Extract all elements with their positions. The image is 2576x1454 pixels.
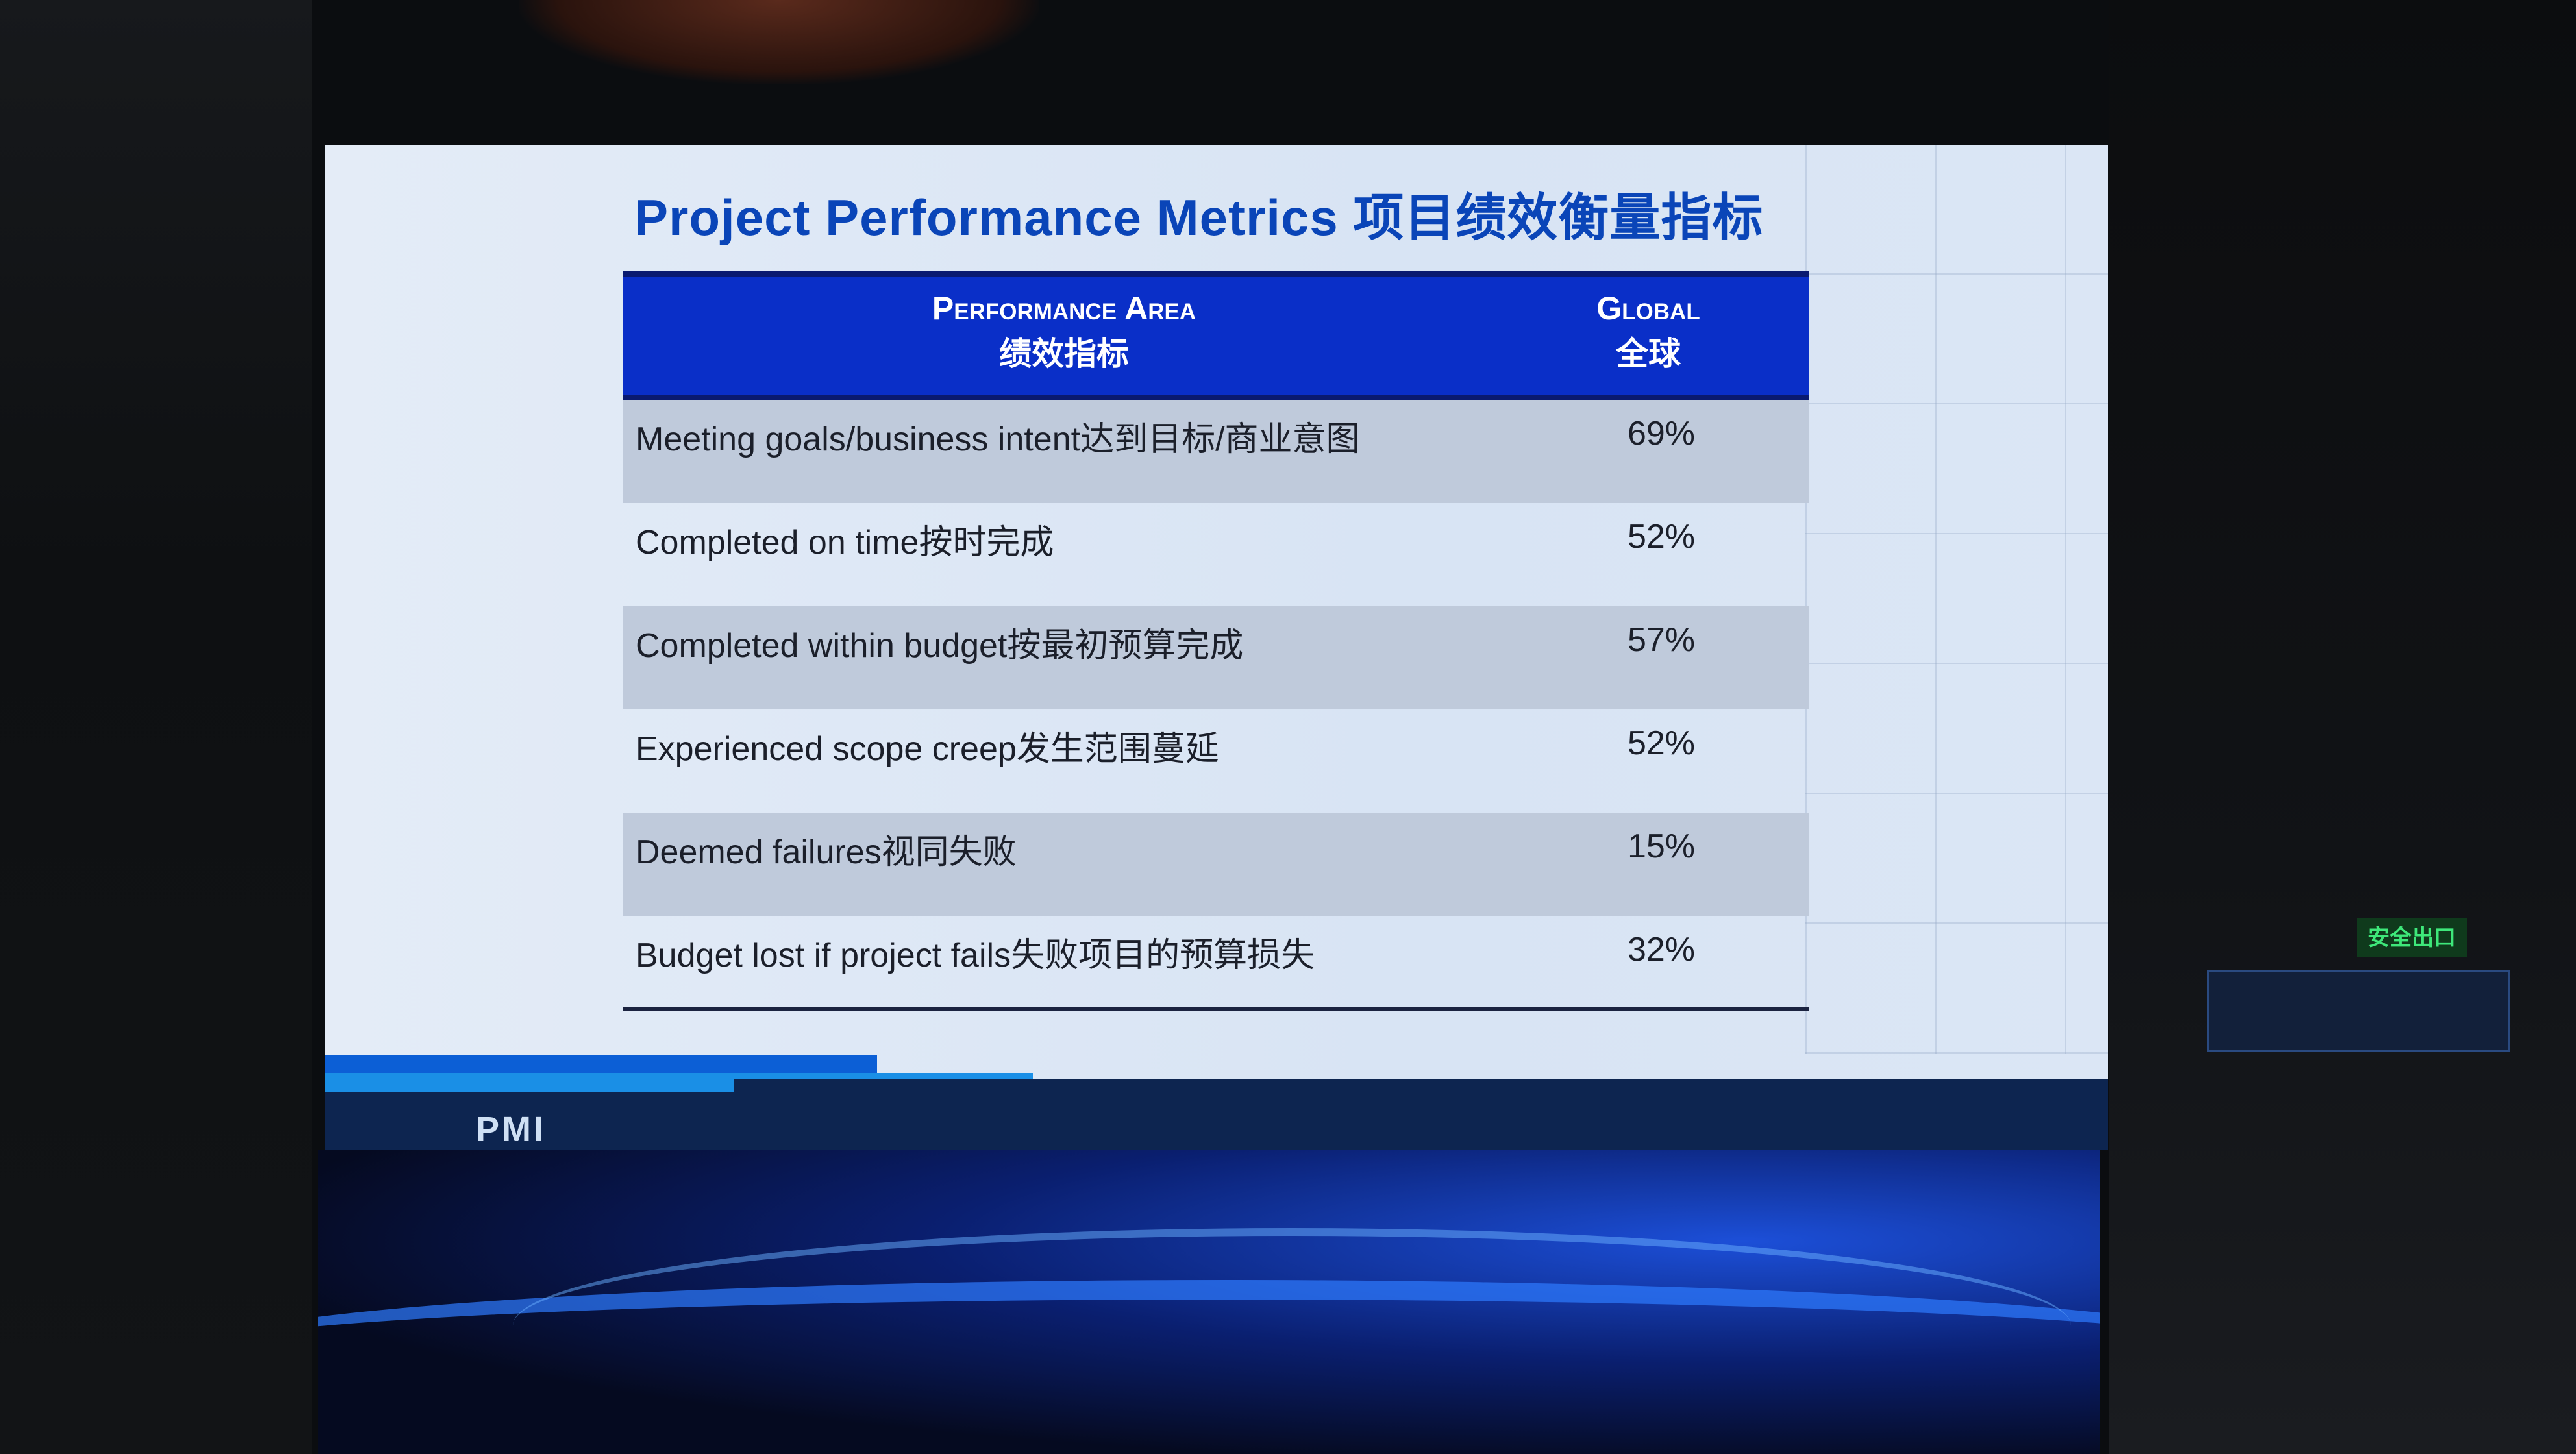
pmi-logo: PMI bbox=[476, 1110, 547, 1149]
row-value: 57% bbox=[1627, 621, 1696, 659]
table-row: Experienced scope creep发生范围蔓延 52% bbox=[623, 709, 1809, 813]
table-row: Completed within budget按最初预算完成 57% bbox=[623, 606, 1809, 709]
room-background-left bbox=[0, 0, 312, 1454]
row-value: 52% bbox=[1627, 724, 1696, 762]
row-label: Experienced scope creep发生范围蔓延 bbox=[636, 730, 1219, 768]
backdrop-swirl bbox=[513, 1228, 2071, 1423]
header-global: Global 全球 bbox=[1518, 286, 1778, 376]
metrics-table: Performance Area 绩效指标 Global 全球 Meeting … bbox=[623, 271, 1809, 1011]
row-label: Budget lost if project fails失败项目的预算损失 bbox=[636, 937, 1315, 974]
wall-sign bbox=[2207, 970, 2510, 1052]
table-header: Performance Area 绩效指标 Global 全球 bbox=[623, 271, 1809, 400]
table-row: Budget lost if project fails失败项目的预算损失 32% bbox=[623, 916, 1809, 1007]
projected-slide: Project Performance Metrics 项目绩效衡量指标 Per… bbox=[325, 145, 2108, 1150]
row-value: 52% bbox=[1627, 518, 1696, 556]
header-zh: 绩效指标 bbox=[999, 336, 1129, 372]
room-background-right bbox=[2109, 0, 2576, 1454]
slide-title: Project Performance Metrics 项目绩效衡量指标 bbox=[634, 189, 1764, 246]
background-grid bbox=[1805, 145, 2108, 1054]
row-value: 32% bbox=[1627, 931, 1696, 968]
header-performance-area: Performance Area 绩效指标 bbox=[623, 286, 1505, 376]
row-value: 15% bbox=[1627, 828, 1696, 865]
footer-bar bbox=[325, 1092, 2108, 1150]
row-label: Completed within budget按最初预算完成 bbox=[636, 627, 1244, 665]
table-row: Completed on time按时完成 52% bbox=[623, 503, 1809, 606]
row-label: Meeting goals/business intent达到目标/商业意图 bbox=[636, 421, 1360, 458]
header-zh: 全球 bbox=[1616, 336, 1681, 372]
exit-sign: 安全出口 bbox=[2357, 918, 2467, 957]
header-en: Performance Area bbox=[932, 290, 1196, 327]
table-bottom-rule bbox=[623, 1007, 1809, 1011]
header-en: Global bbox=[1596, 290, 1700, 327]
ceiling-lamp bbox=[519, 0, 1039, 84]
row-label: Completed on time按时完成 bbox=[636, 524, 1054, 561]
table-row: Deemed failures视同失败 15% bbox=[623, 813, 1809, 916]
stage-backdrop bbox=[318, 1150, 2100, 1454]
row-label: Deemed failures视同失败 bbox=[636, 833, 1017, 871]
table-row: Meeting goals/business intent达到目标/商业意图 69… bbox=[623, 400, 1809, 503]
row-value: 69% bbox=[1627, 415, 1696, 452]
